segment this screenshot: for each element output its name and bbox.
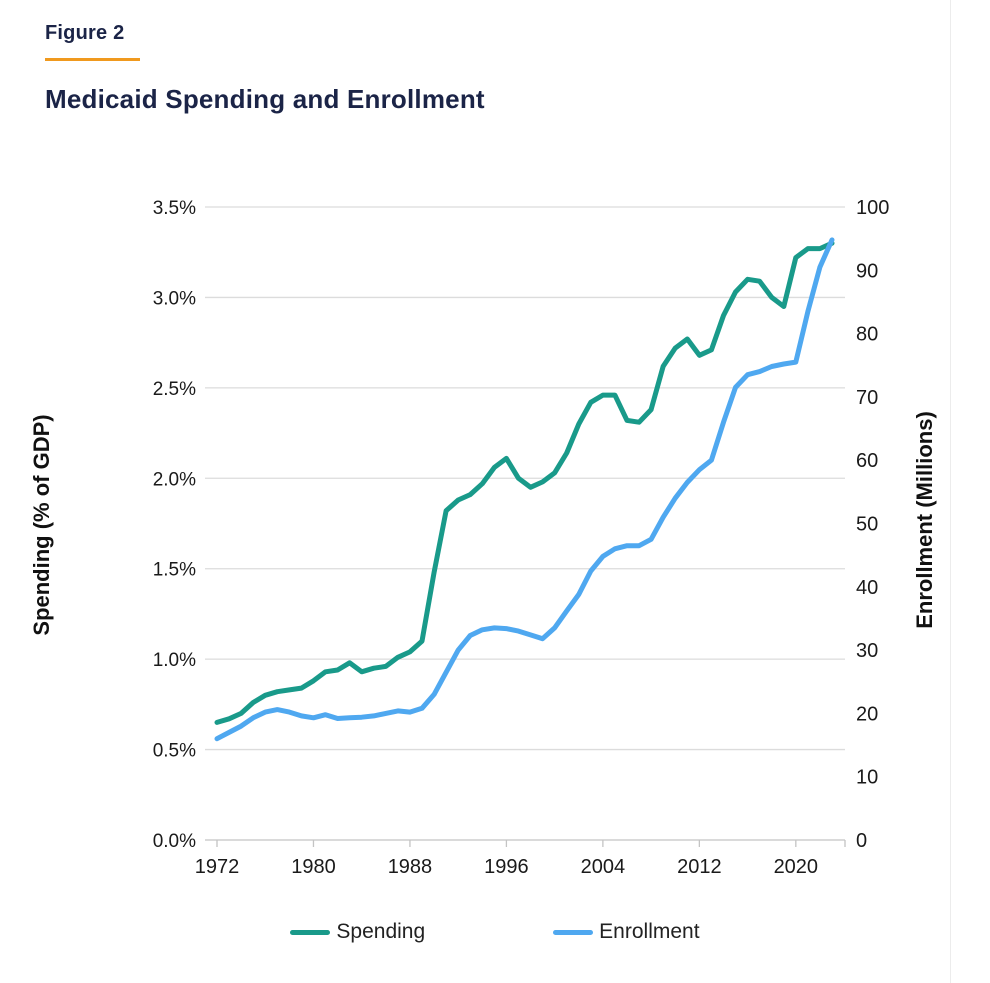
svg-text:1.0%: 1.0% — [153, 650, 196, 671]
legend-label-enrollment: Enrollment — [599, 920, 700, 943]
svg-text:40: 40 — [856, 577, 878, 599]
svg-text:80: 80 — [856, 324, 878, 346]
figure-label: Figure 2 — [45, 22, 125, 44]
svg-text:2.5%: 2.5% — [153, 379, 196, 400]
svg-text:0: 0 — [856, 830, 867, 852]
svg-text:1972: 1972 — [195, 856, 240, 878]
legend-label-spending: Spending — [336, 920, 426, 943]
svg-text:2012: 2012 — [677, 856, 722, 878]
page-title: Medicaid Spending and Enrollment — [45, 84, 485, 114]
column-rule — [950, 0, 951, 983]
legend: Spending Enrollment — [0, 920, 990, 944]
legend-item-enrollment: Enrollment — [553, 920, 700, 944]
svg-text:2.0%: 2.0% — [153, 469, 196, 490]
svg-text:1980: 1980 — [291, 856, 336, 878]
svg-text:60: 60 — [856, 450, 878, 472]
svg-text:10: 10 — [856, 767, 878, 789]
svg-text:1988: 1988 — [388, 856, 433, 878]
svg-text:2020: 2020 — [774, 856, 819, 878]
svg-text:3.0%: 3.0% — [153, 288, 196, 309]
svg-text:0.5%: 0.5% — [153, 741, 196, 762]
y-axis-title-left: Spending (% of GDP) — [29, 414, 54, 636]
svg-text:20: 20 — [856, 703, 878, 725]
svg-text:70: 70 — [856, 387, 878, 409]
svg-text:1996: 1996 — [484, 856, 529, 878]
y-axis-title-right: Enrollment (Millions) — [912, 411, 937, 629]
enrollment-line-swatch-icon — [553, 929, 594, 935]
svg-text:100: 100 — [856, 197, 889, 219]
spending-line-swatch-icon — [290, 929, 331, 935]
accent-rule — [45, 58, 140, 61]
svg-text:90: 90 — [856, 260, 878, 282]
svg-text:1.5%: 1.5% — [153, 560, 196, 581]
svg-text:30: 30 — [856, 640, 878, 662]
svg-text:2004: 2004 — [581, 856, 626, 878]
svg-text:50: 50 — [856, 514, 878, 536]
svg-text:0.0%: 0.0% — [153, 831, 196, 852]
svg-text:3.5%: 3.5% — [153, 198, 196, 219]
legend-item-spending: Spending — [290, 920, 425, 944]
